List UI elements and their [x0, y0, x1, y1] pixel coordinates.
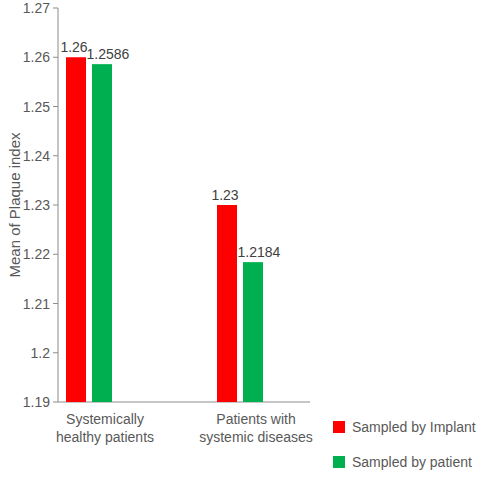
- y-tick: [53, 402, 58, 403]
- bar: [217, 205, 237, 402]
- y-tick-label: 1.25: [23, 99, 50, 115]
- y-tick: [53, 352, 58, 353]
- bar: [243, 262, 263, 402]
- y-tick: [53, 8, 58, 9]
- data-label: 1.2184: [238, 244, 281, 260]
- y-tick: [53, 254, 58, 255]
- x-tick-label-line: healthy patients: [56, 429, 154, 445]
- x-tick-label-line: Patients with: [216, 411, 295, 427]
- y-axis-label: Mean of Plaque index: [6, 132, 23, 278]
- y-tick-label: 1.22: [23, 246, 50, 262]
- y-tick-label: 1.26: [23, 49, 50, 65]
- bars: [66, 57, 263, 402]
- x-tick-label: Patients with systemic diseases: [199, 411, 313, 445]
- y-tick-label: 1.24: [23, 148, 50, 164]
- legend-swatch: [333, 456, 345, 468]
- x-tick-label-line: Systemically: [66, 411, 144, 427]
- y-axis: [58, 8, 59, 402]
- data-label: 1.2586: [87, 46, 130, 62]
- data-label: 1.26: [60, 39, 87, 55]
- y-tick-label: 1.19: [23, 394, 50, 410]
- y-tick: [53, 106, 58, 107]
- legend-label: Sampled by Implant: [352, 419, 476, 435]
- x-tick-label-line: systemic diseases: [199, 429, 313, 445]
- y-tick-label: 1.2: [31, 345, 51, 361]
- legend-swatch: [333, 421, 345, 433]
- y-tick-label: 1.21: [23, 296, 50, 312]
- y-tick: [53, 57, 58, 58]
- bar: [92, 64, 112, 402]
- y-tick-label: 1.27: [23, 0, 50, 16]
- y-tick: [53, 205, 58, 206]
- bar: [66, 57, 86, 402]
- y-tick-label: 1.23: [23, 197, 50, 213]
- y-tick: [53, 155, 58, 156]
- x-tick-label: Systemically healthy patients: [56, 411, 154, 445]
- chart: 1.19 1.2 1.21 1.22 1.23 1.24 1.25 1.26 1.27 Mean …: [0, 0, 500, 480]
- y-tick: [53, 303, 58, 304]
- legend-label: Sampled by patient: [352, 454, 472, 470]
- data-label: 1.23: [211, 187, 238, 203]
